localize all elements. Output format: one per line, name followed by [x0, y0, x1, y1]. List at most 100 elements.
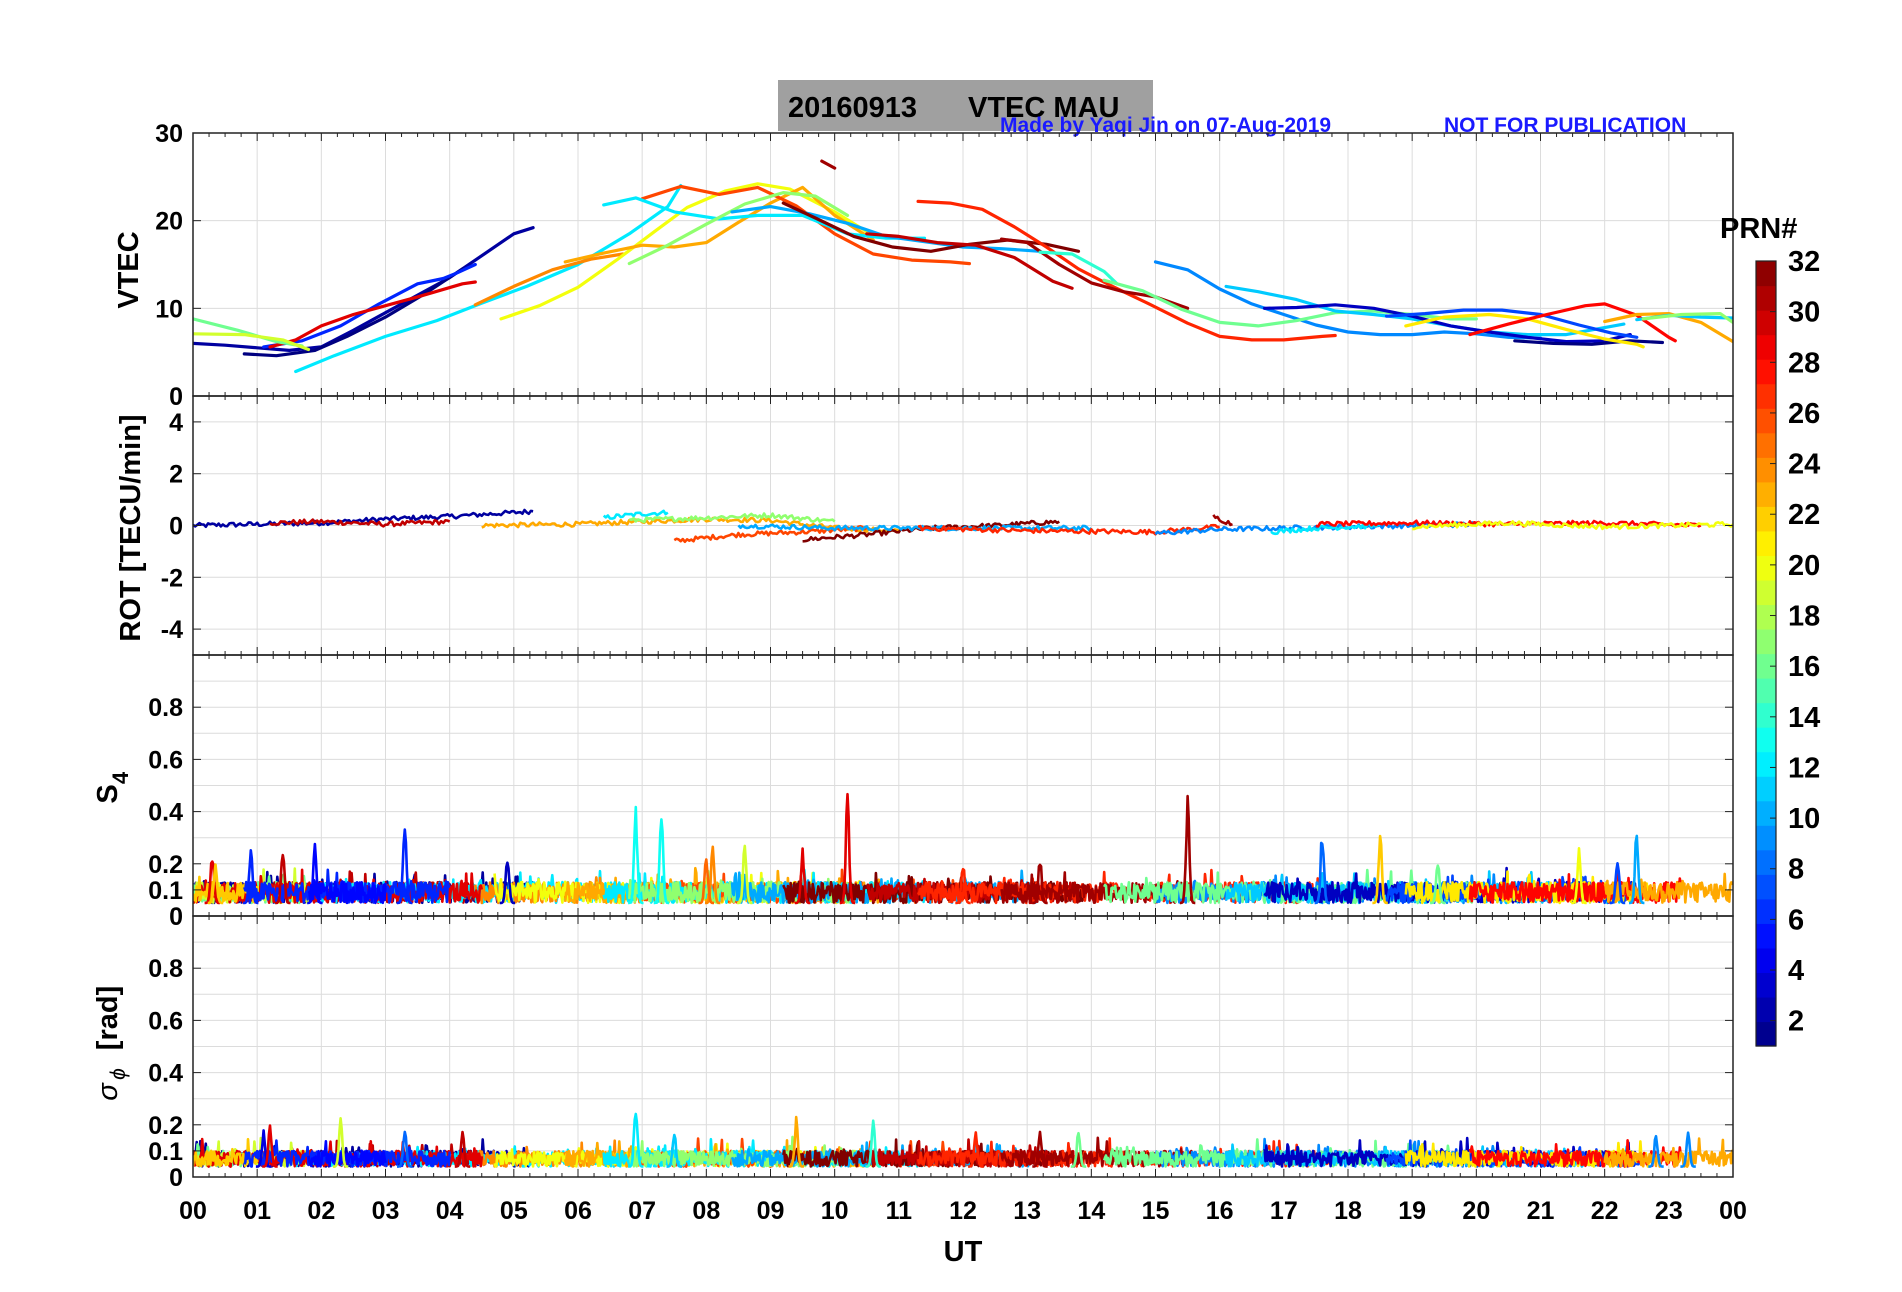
x-tick-labels: 00 01 02 03 04 05 06 07 08 09 10 11 12 13 14 15 16 17 18 19…	[179, 1197, 1747, 1225]
prn-29-trace	[268, 280, 477, 349]
s4-panel: 00.10.2 0.4 0.6 0.8	[148, 654, 1734, 931]
s4-ylabel: S 4	[92, 771, 133, 804]
prn-23-trace	[1603, 312, 1733, 344]
colorbar-segment	[1756, 604, 1776, 630]
colorbar-segment	[1756, 751, 1776, 777]
colorbar-tick-label: 18	[1788, 601, 1820, 633]
y-tick-label: 0	[169, 513, 183, 541]
colorbar-segment	[1756, 530, 1776, 556]
prn-23-spike	[788, 1115, 805, 1168]
prn-13-spike	[653, 818, 670, 905]
prn-30-spike	[454, 1130, 471, 1168]
prn-24-trace	[473, 252, 625, 307]
svg-text:S: S	[92, 784, 124, 803]
prn-27-spike	[955, 867, 971, 905]
y-tick-label: 0.1	[148, 1138, 183, 1166]
colorbar-segment	[1756, 261, 1776, 287]
svg-text:ϕ: ϕ	[107, 1068, 130, 1080]
colorbar-tick-label: 6	[1788, 904, 1804, 936]
prn-17-trace	[627, 191, 850, 266]
prn-28-trace	[1315, 519, 1702, 528]
x-tick-label: 12	[949, 1197, 977, 1225]
colorbar-segment	[1756, 800, 1776, 826]
sigma-phi-ylabel: σ ϕ [rad]	[92, 986, 130, 1101]
x-tick-label: 14	[1077, 1197, 1105, 1225]
x-tick-label: 00	[179, 1197, 207, 1225]
prn-27-spike	[967, 1131, 984, 1168]
colorbar-segment	[1756, 383, 1776, 409]
prn-12-trace	[1270, 522, 1381, 536]
grid	[192, 916, 1734, 1178]
y-tick-label: 0	[169, 383, 183, 411]
prn-30-trace	[269, 518, 451, 528]
prn-12-trace	[294, 184, 683, 374]
colorbar-segment	[1756, 849, 1776, 875]
y-tick-label: -4	[161, 616, 183, 644]
rot-ylabel: ROT [TECU/min]	[115, 414, 147, 641]
y-tick-label: 0.4	[148, 799, 183, 827]
title-block: 20160913 VTEC MAU Made by Yaqi Jin on 07…	[778, 80, 1686, 137]
y-tick-label: 0.1	[148, 877, 183, 905]
x-tick-label: 19	[1398, 1197, 1426, 1225]
prn-5-trace	[307, 878, 387, 905]
y-tick-label: 0.2	[148, 1112, 183, 1140]
colorbar-tick-label: 24	[1788, 449, 1820, 481]
y-tick-label: 0.2	[148, 851, 183, 879]
x-tick-label: 02	[307, 1197, 335, 1225]
prn-3-spike	[499, 861, 516, 905]
colorbar-segment	[1756, 408, 1776, 434]
y-tick-label: 4	[169, 409, 183, 437]
colorbar-segment	[1756, 310, 1776, 336]
prn-27-trace	[917, 523, 1220, 536]
prn-8-spike	[396, 1130, 413, 1168]
prn-12-spike	[627, 1112, 644, 1168]
prn-4-spike	[255, 1129, 272, 1168]
plot-area	[193, 1112, 1733, 1168]
colorbar-segment	[1756, 776, 1776, 802]
prn-13-spike	[627, 805, 644, 905]
y-tick-label: 2	[169, 461, 183, 489]
prn-9-spike	[1648, 1134, 1664, 1168]
colorbar-tick-label: 2	[1788, 1006, 1804, 1038]
x-tick-label: 03	[372, 1197, 400, 1225]
svg-text:[rad]: [rad]	[92, 986, 124, 1050]
x-tick-label: 18	[1334, 1197, 1362, 1225]
prn-25-spike	[698, 858, 715, 905]
title-text: VTEC MAU	[968, 92, 1119, 124]
prn-22-spike	[207, 863, 224, 905]
prn-8-spike	[1314, 841, 1331, 905]
svg-text:σ: σ	[92, 1082, 124, 1101]
x-tick-label: 10	[821, 1197, 849, 1225]
x-axis-label: UT	[944, 1236, 983, 1268]
colorbar-segment	[1756, 579, 1776, 606]
prn-20-trace	[499, 182, 875, 321]
colorbar-segment	[1756, 996, 1776, 1023]
y-tick-label: 0.8	[148, 694, 183, 722]
x-tick-label: 08	[692, 1197, 720, 1225]
colorbar-segment	[1756, 947, 1776, 974]
prn-9-spike	[1680, 1131, 1696, 1168]
x-tick-label: 11	[886, 1197, 913, 1225]
y-tick-label: 0	[169, 1164, 183, 1192]
x-tick-label: 00	[1719, 1197, 1747, 1225]
prn-23-trace	[563, 185, 875, 264]
prn-22-spike	[1372, 834, 1388, 905]
colorbar-tick-label: 16	[1788, 651, 1820, 683]
colorbar-segment	[1756, 1021, 1776, 1047]
publication-notice: NOT FOR PUBLICATION	[1444, 114, 1686, 137]
colorbar-tick-label: 12	[1788, 752, 1820, 784]
y-tick-label: 0.4	[148, 1060, 183, 1088]
colorbar-segment	[1756, 481, 1776, 507]
title-box	[778, 80, 1153, 131]
prn-29-spike	[794, 847, 811, 905]
prn-31-trace	[820, 159, 837, 170]
prn-31-spike	[1179, 794, 1196, 905]
prn-31-trace	[1212, 514, 1233, 527]
y-tick-label: 0.6	[148, 746, 183, 774]
colorbar-segment	[1756, 678, 1776, 704]
prn-31-spike	[1032, 863, 1048, 905]
prn-10-trace	[737, 523, 1093, 532]
prn-19-spike	[736, 844, 753, 905]
prn-10-spike	[1628, 834, 1645, 905]
prn-12-trace	[602, 196, 927, 240]
